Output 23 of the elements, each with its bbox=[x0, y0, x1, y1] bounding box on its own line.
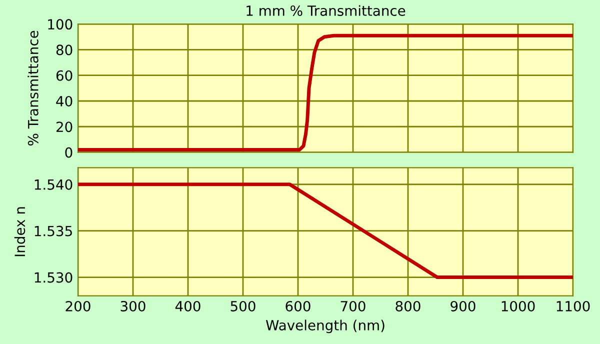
x-tick-label: 800 bbox=[396, 300, 420, 312]
y-tick-label: 60 bbox=[56, 70, 72, 81]
x-tick-label: 1000 bbox=[502, 300, 535, 312]
y-tick-label: 1.530 bbox=[34, 272, 72, 283]
x-axis-title: Wavelength (nm) bbox=[266, 320, 384, 334]
y-tick-label: 1.540 bbox=[34, 179, 72, 190]
y-tick-label: 20 bbox=[56, 122, 72, 132]
y-tick-label: 80 bbox=[56, 44, 72, 56]
x-tick-label: 600 bbox=[286, 300, 310, 312]
x-tick-label: 300 bbox=[120, 300, 146, 312]
x-tick-label: 1100 bbox=[556, 300, 590, 312]
x-tick-label: 200 bbox=[66, 300, 90, 312]
y-tick-label: 40 bbox=[56, 96, 72, 106]
y-tick-label: 0 bbox=[65, 147, 72, 158]
y-tick-label: 100 bbox=[48, 19, 72, 30]
x-tick-label: 500 bbox=[230, 300, 256, 312]
chart-title: 1 mm % Transmittance bbox=[246, 5, 406, 16]
y-axis-title: Index n bbox=[14, 207, 26, 256]
x-tick-label: 400 bbox=[175, 300, 200, 312]
y-tick-label: 1.535 bbox=[34, 226, 72, 236]
x-tick-label: 700 bbox=[340, 300, 366, 312]
y-axis-title: % Transmittance bbox=[28, 30, 38, 146]
x-tick-label: 900 bbox=[450, 300, 476, 312]
